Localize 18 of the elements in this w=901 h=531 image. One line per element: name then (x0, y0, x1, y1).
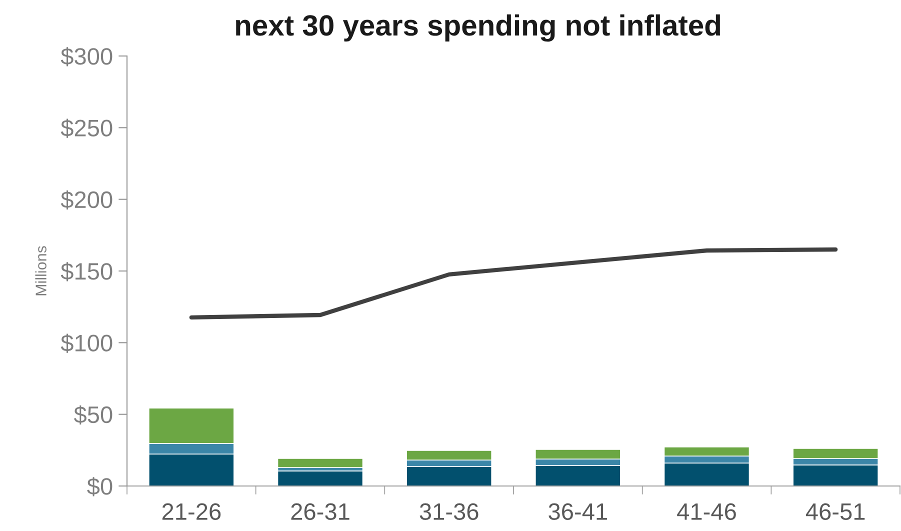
chart-title: next 30 years spending not inflated (236, 14, 720, 42)
x-tick-label: 41-46 (677, 503, 736, 520)
x-tick-label: 31-36 (420, 503, 478, 520)
x-tick-label: 26-31 (291, 503, 350, 520)
y-tick-label: $300 (60, 47, 112, 66)
y-tick-label: $150 (60, 262, 112, 282)
x-tick-label: 36-41 (548, 503, 607, 520)
y-tick-label: $100 (60, 334, 112, 353)
line-series (189, 247, 838, 320)
y-axis-title: Millions (35, 246, 46, 296)
bar (277, 458, 364, 468)
y-tick-label: $250 (60, 118, 112, 138)
y-tick-label: $200 (60, 190, 112, 210)
y-tick-label: $50 (74, 405, 112, 425)
x-tick-label: 21-26 (162, 503, 221, 520)
x-tick-label: 46-51 (806, 503, 865, 520)
bar (277, 470, 364, 486)
y-tick-label: $0 (87, 477, 112, 496)
